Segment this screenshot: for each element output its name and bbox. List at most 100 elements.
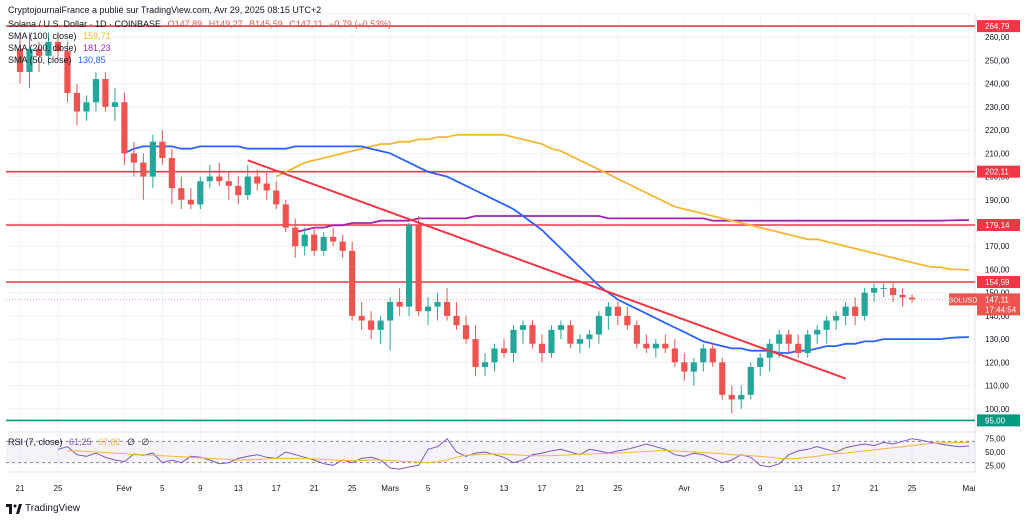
candle-body (254, 176, 261, 184)
candle-body (776, 334, 783, 344)
rsi-band-fill (6, 441, 975, 463)
chart-grid (6, 13, 977, 473)
candle-body (833, 315, 840, 321)
candle-body (500, 348, 508, 354)
candle-body (567, 325, 574, 344)
trendline[interactable] (247, 159, 846, 380)
time-tick-label: 17 (537, 484, 546, 493)
candle-body (187, 199, 194, 205)
rsi-legend[interactable]: RSI (7, close) 61,25 67,82 ∅ ∅ (8, 437, 153, 448)
sma100-line (275, 133, 970, 271)
sma100-legend[interactable]: SMA (100, close) 159,71 (8, 31, 115, 42)
price-tick-label: 110,00 (985, 382, 1009, 391)
time-tick-label: Mars (381, 484, 399, 493)
candle-body (415, 225, 422, 312)
price-tick-label: 130,00 (985, 335, 1010, 344)
sma100-label: SMA (100, close) (8, 31, 77, 41)
rsi-ma-line (67, 442, 969, 464)
low-value: B145,59 (249, 19, 283, 29)
candle-body (26, 48, 33, 73)
candle-body (159, 141, 166, 158)
rsi-ma-value: 67,82 (98, 437, 121, 447)
candle-body (434, 301, 441, 307)
candle-body (64, 51, 71, 93)
sma50-legend[interactable]: SMA (50, close) 130,85 (8, 55, 110, 66)
time-tick-label: 21 (575, 484, 584, 493)
candle-body (861, 292, 868, 316)
symbol-legend[interactable]: Solana / U.S. Dollar · 1D · COINBASE O14… (8, 19, 395, 30)
countdown-label: 17:44:54 (985, 305, 1017, 314)
tradingview-brand: TradingView (25, 503, 81, 514)
horizontal-levels (6, 25, 975, 422)
candle-body (491, 348, 498, 363)
sma100-value: 159,71 (83, 31, 111, 41)
time-tick-label: 21 (870, 484, 879, 493)
candle-body (111, 102, 118, 107)
candle-body (377, 320, 384, 330)
price-level-badge (977, 414, 1020, 427)
candle-body (387, 301, 394, 321)
time-tick-label: 17 (272, 484, 281, 493)
time-axis: 21 25 Févr 5 9 13 17 21 25 Mars 5 9 13 17 21 25 Avr 5 9 13 1… (16, 484, 976, 493)
candle-body (795, 343, 802, 354)
time-tick-label: 13 (794, 484, 803, 493)
candle-body (529, 325, 536, 344)
candle-body (662, 343, 669, 349)
change-value: −0,79 (−0,53%) (329, 19, 392, 29)
candle-body (681, 362, 688, 372)
price-level-badge (977, 218, 1020, 231)
candle-body (149, 141, 156, 177)
candle-body (690, 362, 697, 372)
candle-body (330, 236, 337, 242)
candle-body (282, 204, 289, 228)
candle-body (273, 190, 280, 205)
rsi-empty-2: ∅ (141, 437, 150, 447)
time-tick-label: 9 (464, 484, 469, 493)
open-value: O147,89 (167, 19, 203, 29)
sma50-label: SMA (50, close) (8, 55, 72, 65)
time-tick-label: 13 (234, 484, 243, 493)
candle-body (548, 329, 555, 354)
time-tick-label: 13 (500, 484, 509, 493)
symbol-tag: SOLUSD (949, 297, 978, 304)
candle-body (396, 301, 403, 307)
time-tick-label: 9 (758, 484, 763, 493)
candle-body (225, 181, 232, 186)
candle-body (216, 176, 223, 182)
candle-body (880, 288, 887, 290)
candle-body (358, 315, 365, 321)
candle-body (443, 301, 451, 316)
price-level-badge (977, 165, 1020, 178)
candle-body (263, 183, 270, 191)
close-value: C147,11 (289, 19, 323, 29)
sma200-legend[interactable]: SMA (200, close) 181,23 (8, 43, 115, 54)
price-tick-label: 160,00 (985, 265, 1010, 274)
time-tick-label: 5 (426, 484, 431, 493)
price-level-badge-label: 264,79 (985, 22, 1010, 31)
price-level-badge (977, 276, 1020, 289)
candle-body (738, 394, 745, 400)
candle-body (462, 325, 470, 340)
rsi-lines (57, 437, 970, 470)
candle-body (908, 297, 916, 300)
candle-body (871, 288, 878, 293)
candle-body (709, 348, 716, 363)
candle-body (576, 339, 583, 344)
candle-body (510, 329, 517, 354)
time-tick-label: Avr (678, 484, 690, 493)
candle-body (652, 343, 659, 349)
tradingview-footer[interactable]: TradingView (6, 503, 80, 514)
candle-body (614, 306, 621, 316)
candle-body (424, 306, 432, 312)
symbol-title[interactable]: Solana / U.S. Dollar · 1D · COINBASE (8, 19, 162, 29)
time-tick-label: 17 (832, 484, 841, 493)
candle-body (586, 334, 593, 340)
sma200-line (294, 215, 970, 234)
time-tick-label: 5 (720, 484, 725, 493)
candle-body (178, 188, 185, 200)
candle-body (339, 241, 346, 251)
price-tick-label: 190,00 (985, 196, 1010, 205)
price-level-badge (977, 20, 1020, 33)
time-tick-label: 25 (54, 484, 63, 493)
